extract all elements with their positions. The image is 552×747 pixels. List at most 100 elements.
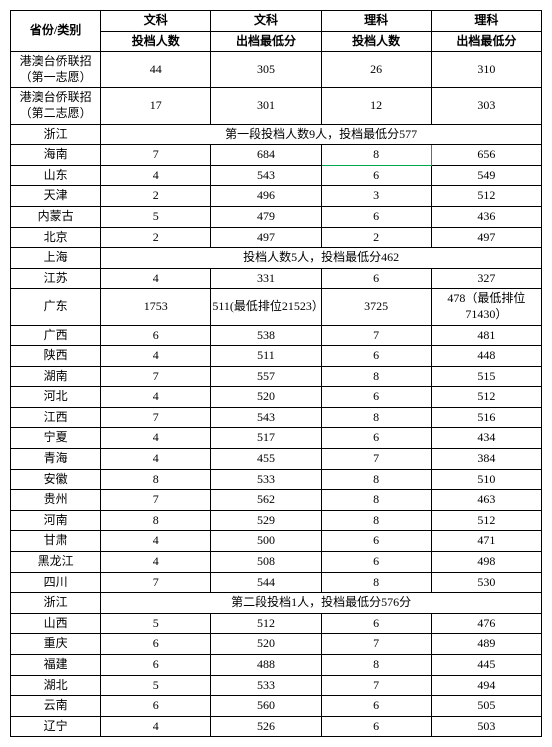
cell-lk-min: 503	[431, 716, 541, 737]
cell-lk-min: 384	[431, 449, 541, 470]
cell-wk-min: 684	[211, 145, 321, 166]
table-row: 宁夏45176434	[11, 428, 542, 449]
cell-lk-min: 471	[431, 531, 541, 552]
cell-lk-min: 478（最低排位71430）	[431, 289, 541, 325]
cell-wk-min: 543	[211, 165, 321, 186]
cell-wk-min: 331	[211, 268, 321, 289]
cell-wk-min: 508	[211, 552, 321, 573]
cell-province: 山东	[11, 165, 101, 186]
cell-wk-count: 44	[101, 52, 211, 88]
cell-wk-count: 4	[101, 716, 211, 737]
cell-wk-min: 497	[211, 227, 321, 248]
cell-wk-count: 4	[101, 346, 211, 367]
cell-wk-count: 4	[101, 387, 211, 408]
header-wk-min: 出档最低分	[211, 31, 321, 52]
cell-merged-note: 第二段投档1人，投档最低分576分	[101, 593, 542, 614]
table-row: 陕西45116448	[11, 346, 542, 367]
table-row: 天津24963512	[11, 186, 542, 207]
cell-lk-count: 6	[321, 716, 431, 737]
header-row-1: 省份/类别 文科 文科 理科 理科	[11, 11, 542, 32]
table-row: 广西65387481	[11, 325, 542, 346]
cell-wk-min: 512	[211, 613, 321, 634]
cell-province: 宁夏	[11, 428, 101, 449]
cell-wk-count: 8	[101, 469, 211, 490]
cell-lk-min: 303	[431, 88, 541, 124]
cell-lk-min: 515	[431, 366, 541, 387]
cell-lk-min: 516	[431, 407, 541, 428]
cell-wk-min: 544	[211, 572, 321, 593]
table-row: 湖北55337494	[11, 675, 542, 696]
cell-wk-min: 500	[211, 531, 321, 552]
header-lk-min: 出档最低分	[431, 31, 541, 52]
cell-province: 江西	[11, 407, 101, 428]
cell-wk-count: 7	[101, 407, 211, 428]
cell-lk-min: 327	[431, 268, 541, 289]
cell-wk-count: 4	[101, 449, 211, 470]
table-row: 湖南75578515	[11, 366, 542, 387]
table-row: 重庆65207489	[11, 634, 542, 655]
cell-wk-count: 4	[101, 552, 211, 573]
cell-province: 广西	[11, 325, 101, 346]
cell-lk-min: 498	[431, 552, 541, 573]
cell-lk-min: 549	[431, 165, 541, 186]
cell-wk-count: 6	[101, 634, 211, 655]
cell-lk-count: 8	[321, 655, 431, 676]
cell-wk-min: 517	[211, 428, 321, 449]
cell-lk-count: 8	[321, 407, 431, 428]
cell-province: 黑龙江	[11, 552, 101, 573]
table-row: 浙江第一段投档人数9人，投档最低分577	[11, 124, 542, 145]
cell-wk-min: 305	[211, 52, 321, 88]
table-row: 河南85298512	[11, 510, 542, 531]
table-row: 贵州75628463	[11, 490, 542, 511]
cell-province: 河北	[11, 387, 101, 408]
cell-wk-min: 562	[211, 490, 321, 511]
cell-province: 海南	[11, 145, 101, 166]
cell-province: 上海	[11, 248, 101, 269]
cell-wk-count: 2	[101, 186, 211, 207]
cell-province: 浙江	[11, 124, 101, 145]
cell-province: 浙江	[11, 593, 101, 614]
cell-lk-count: 6	[321, 346, 431, 367]
cell-lk-count: 8	[321, 469, 431, 490]
cell-province: 北京	[11, 227, 101, 248]
table-row: 港澳台侨联招（第二志愿）1730112303	[11, 88, 542, 124]
cell-lk-min: 656	[431, 145, 541, 166]
table-row: 云南65606505	[11, 696, 542, 717]
header-lk-count: 投档人数	[321, 31, 431, 52]
cell-wk-min: 538	[211, 325, 321, 346]
cell-wk-min: 533	[211, 675, 321, 696]
cell-wk-count: 8	[101, 510, 211, 531]
cell-wk-min: 543	[211, 407, 321, 428]
cell-wk-count: 7	[101, 572, 211, 593]
cell-lk-min: 510	[431, 469, 541, 490]
cell-lk-min: 512	[431, 510, 541, 531]
cell-merged-note: 投档人数5人，投档最低分462	[101, 248, 542, 269]
cell-wk-min: 511	[211, 346, 321, 367]
table-row: 青海44557384	[11, 449, 542, 470]
cell-lk-min: 530	[431, 572, 541, 593]
cell-lk-min: 434	[431, 428, 541, 449]
cell-lk-count: 6	[321, 165, 431, 186]
admission-table: 省份/类别 文科 文科 理科 理科 投档人数 出档最低分 投档人数 出档最低分 …	[10, 10, 542, 737]
cell-wk-min: 526	[211, 716, 321, 737]
cell-province: 甘肃	[11, 531, 101, 552]
cell-lk-count: 8	[321, 366, 431, 387]
cell-wk-count: 5	[101, 206, 211, 227]
cell-province: 福建	[11, 655, 101, 676]
cell-wk-count: 4	[101, 165, 211, 186]
cell-lk-min: 505	[431, 696, 541, 717]
cell-wk-count: 5	[101, 613, 211, 634]
cell-province: 内蒙古	[11, 206, 101, 227]
table-row: 江苏43316327	[11, 268, 542, 289]
cell-lk-count: 6	[321, 387, 431, 408]
table-row: 辽宁45266503	[11, 716, 542, 737]
table-row: 安徽85338510	[11, 469, 542, 490]
table-row: 内蒙古54796436	[11, 206, 542, 227]
cell-wk-count: 2	[101, 227, 211, 248]
cell-wk-min: 529	[211, 510, 321, 531]
cell-wk-count: 17	[101, 88, 211, 124]
cell-lk-count: 8	[321, 572, 431, 593]
header-province: 省份/类别	[11, 11, 101, 52]
cell-province: 陕西	[11, 346, 101, 367]
cell-province: 港澳台侨联招（第二志愿）	[11, 88, 101, 124]
